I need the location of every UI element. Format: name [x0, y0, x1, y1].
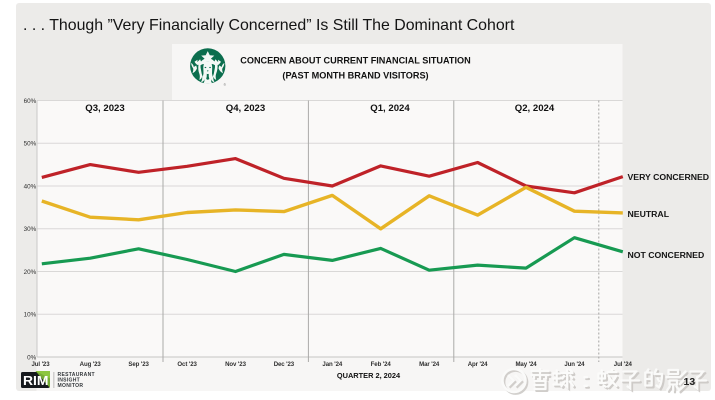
svg-text:60%: 60%	[24, 98, 37, 105]
svg-text:Q2, 2024: Q2, 2024	[515, 103, 555, 114]
svg-text:10%: 10%	[24, 312, 37, 319]
svg-text:Sep '23: Sep '23	[128, 361, 149, 368]
svg-text:0%: 0%	[27, 354, 37, 361]
svg-text:NEUTRAL: NEUTRAL	[628, 209, 670, 219]
svg-text:MONITOR: MONITOR	[58, 383, 84, 389]
svg-text:Jul '23: Jul '23	[31, 361, 50, 368]
svg-text:INSIGHT: INSIGHT	[58, 377, 81, 383]
svg-text:CONCERN ABOUT CURRENT FINANCIA: CONCERN ABOUT CURRENT FINANCIAL SITUATIO…	[240, 56, 470, 66]
svg-text:Jul '24: Jul '24	[614, 361, 633, 368]
svg-text:Aug '23: Aug '23	[80, 361, 102, 368]
svg-text:Jan '24: Jan '24	[322, 361, 342, 368]
svg-text:30%: 30%	[24, 226, 37, 233]
svg-text:Q1, 2024: Q1, 2024	[370, 103, 410, 114]
svg-text:Nov '23: Nov '23	[225, 361, 246, 368]
svg-text:Q3, 2023: Q3, 2023	[85, 103, 124, 114]
svg-text:40%: 40%	[24, 183, 37, 190]
svg-text:Jun '24: Jun '24	[564, 361, 585, 368]
svg-text:QUARTER 2, 2024: QUARTER 2, 2024	[337, 371, 401, 380]
svg-text:13: 13	[684, 376, 696, 388]
svg-text:®: ®	[224, 83, 227, 87]
svg-text:Oct '23: Oct '23	[177, 361, 197, 368]
svg-text:Q4, 2023: Q4, 2023	[226, 103, 265, 114]
svg-text:. . . Though ”Very Financially: . . . Though ”Very Financially Concerned…	[23, 17, 515, 34]
svg-text:(PAST MONTH BRAND VISITORS): (PAST MONTH BRAND VISITORS)	[282, 71, 428, 81]
svg-text:50%: 50%	[24, 141, 37, 148]
svg-text:RIM: RIM	[23, 373, 49, 388]
svg-text:May '24: May '24	[515, 361, 537, 368]
svg-text:VERY CONCERNED: VERY CONCERNED	[628, 172, 710, 182]
svg-text:NOT CONCERNED: NOT CONCERNED	[628, 250, 705, 260]
svg-text:20%: 20%	[24, 269, 37, 276]
svg-text:Apr '24: Apr '24	[468, 361, 488, 368]
svg-text:Feb '24: Feb '24	[371, 361, 392, 368]
svg-text:RESTAURANT: RESTAURANT	[58, 372, 96, 378]
svg-text:Dec '23: Dec '23	[274, 361, 295, 368]
svg-text:Mar '24: Mar '24	[419, 361, 440, 368]
